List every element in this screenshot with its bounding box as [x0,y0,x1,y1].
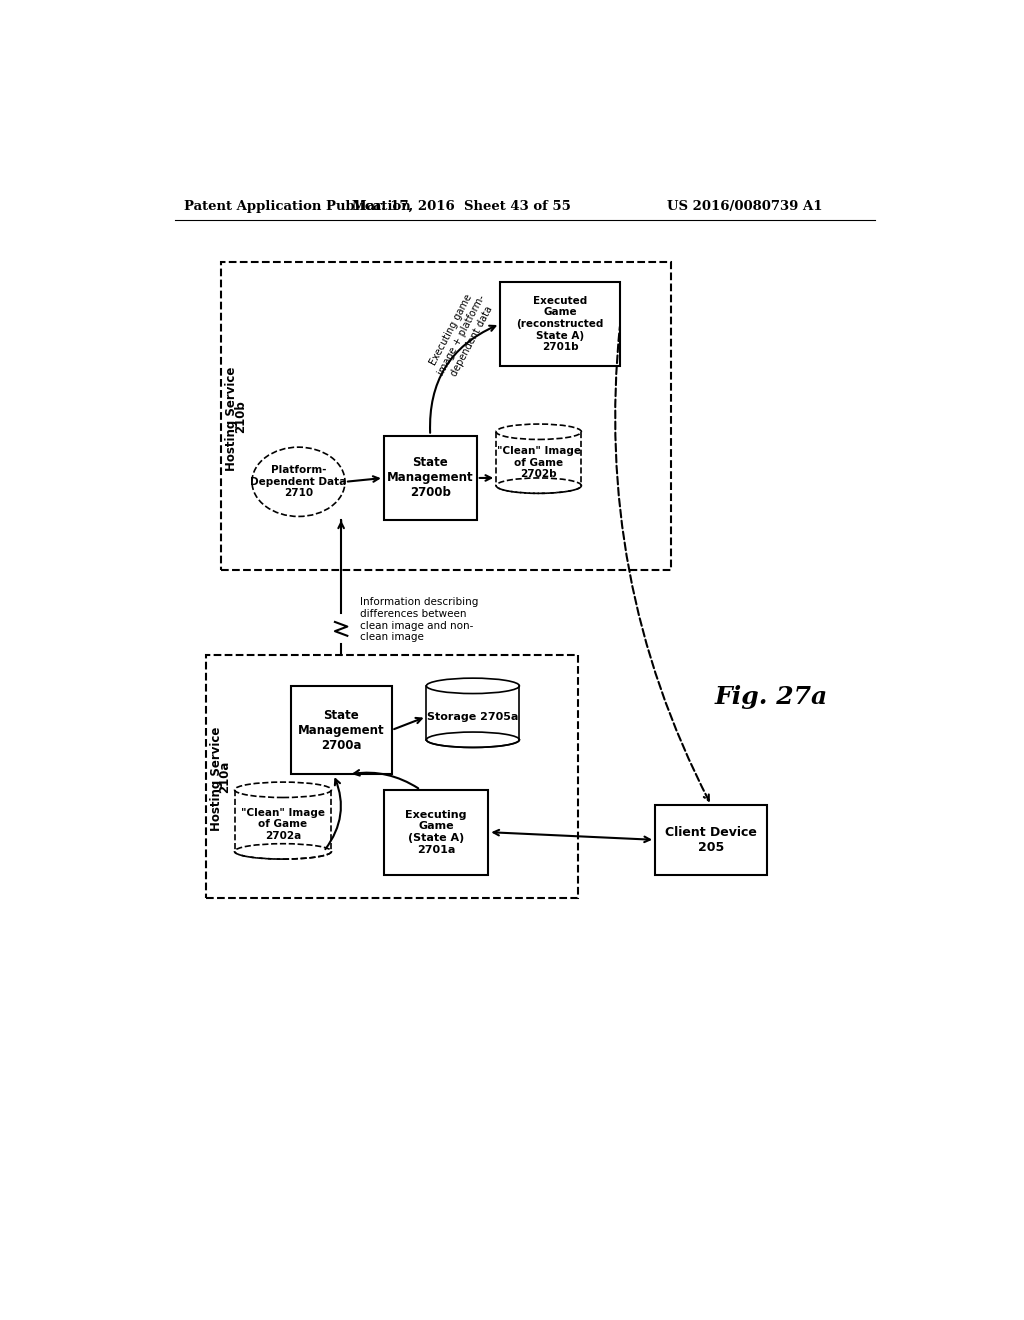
Text: Patent Application Publication: Patent Application Publication [183,199,411,213]
Ellipse shape [234,843,332,859]
Text: Fig. 27a: Fig. 27a [715,685,827,709]
Text: 210a: 210a [218,760,231,792]
Text: Hosting Service: Hosting Service [210,722,223,830]
FancyBboxPatch shape [655,805,767,875]
Text: Executed
Game
(reconstructed
State A)
2701b: Executed Game (reconstructed State A) 27… [516,296,604,352]
Text: Storage 2705a: Storage 2705a [427,711,518,722]
Text: US 2016/0080739 A1: US 2016/0080739 A1 [667,199,822,213]
Ellipse shape [496,478,582,494]
Text: Information describing
differences between
clean image and non-
clean image: Information describing differences betwe… [360,598,479,642]
Text: Client Device
205: Client Device 205 [666,826,757,854]
Text: State
Management
2700a: State Management 2700a [298,709,384,751]
Text: Platform-
Dependent Data
2710: Platform- Dependent Data 2710 [251,465,347,499]
FancyBboxPatch shape [500,281,621,367]
Text: Hosting Service: Hosting Service [225,362,239,471]
Text: 210b: 210b [233,400,247,433]
Text: Executing
Game
(State A)
2701a: Executing Game (State A) 2701a [406,809,467,854]
Text: "Clean" Image
of Game
2702b: "Clean" Image of Game 2702b [497,446,581,479]
Text: Mar. 17, 2016  Sheet 43 of 55: Mar. 17, 2016 Sheet 43 of 55 [352,199,570,213]
FancyBboxPatch shape [221,263,671,570]
FancyBboxPatch shape [206,655,578,898]
FancyBboxPatch shape [384,789,488,875]
FancyBboxPatch shape [291,686,391,775]
Ellipse shape [496,424,582,440]
Ellipse shape [426,733,519,747]
Ellipse shape [234,781,332,797]
Text: Executing game
image + platform-
dependent data: Executing game image + platform- depende… [426,288,497,383]
FancyBboxPatch shape [384,436,477,520]
Ellipse shape [426,678,519,693]
Text: "Clean" Image
of Game
2702a: "Clean" Image of Game 2702a [241,808,325,841]
Ellipse shape [252,447,345,516]
Text: State
Management
2700b: State Management 2700b [387,457,473,499]
